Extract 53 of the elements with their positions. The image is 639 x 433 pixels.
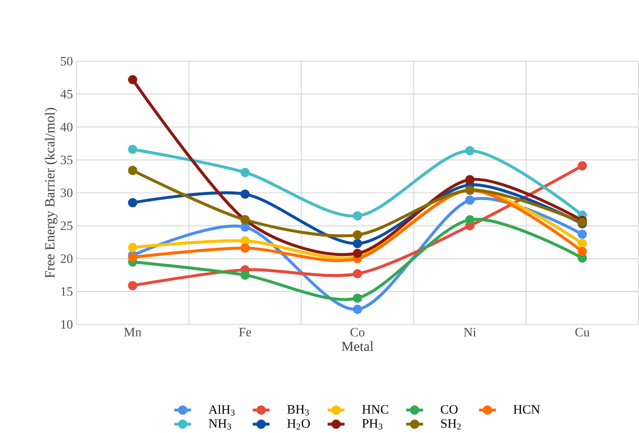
x-tick-label: Fe [239,328,252,336]
point [352,269,362,278]
point [352,248,362,258]
x-tick-label: Ni [464,328,476,336]
y-tick-label: 20 [60,254,72,263]
point [240,168,250,178]
y-tick-label: 35 [60,156,72,164]
point [578,238,587,248]
y-tick-label: 45 [60,90,72,98]
point [352,230,362,240]
y-tick-label: 40 [60,122,72,132]
legend-label: PH$_{3}$ [362,419,382,430]
point [578,246,587,256]
point [352,238,362,248]
point [240,189,250,199]
legend-label: CO [440,405,458,414]
point [465,215,475,224]
x-tick-label: Cu [575,328,590,336]
y-tick-label: 30 [60,188,72,198]
point [240,222,250,232]
point [128,74,138,84]
y-tick-label: 15 [61,287,72,296]
point [465,146,475,156]
legend-label: HNC [362,405,388,414]
x-axis-title: Metal [342,341,374,351]
x-tick-label: Mn [124,328,142,336]
legend-label: AlH$_{3}$ [208,404,235,416]
point [240,243,250,253]
point [240,236,250,246]
legend-label: NH$_{3}$ [208,419,232,430]
point [465,174,475,184]
point [128,144,138,154]
x-tick-label: Co [350,328,364,336]
point [578,161,587,170]
point [128,166,138,176]
point [128,242,138,252]
legend-label: SH$_{2}$ [441,419,461,430]
point [578,230,587,239]
y-tick-label: 10 [61,320,72,329]
y-axis-title: Free Energy Barrier (kcal/mol) [44,108,58,278]
point [465,195,475,205]
point [240,270,250,280]
point [128,198,138,208]
y-tick-label: 50 [60,56,72,66]
point [128,280,138,290]
point [352,211,362,220]
point [352,304,362,314]
point [578,253,587,263]
legend-label: H$_{2}$O [287,419,310,430]
legend-label: BH$_{3}$ [287,405,309,416]
legend-label: HCN [514,405,540,414]
y-tick-label: 25 [60,221,72,230]
point [352,293,362,303]
